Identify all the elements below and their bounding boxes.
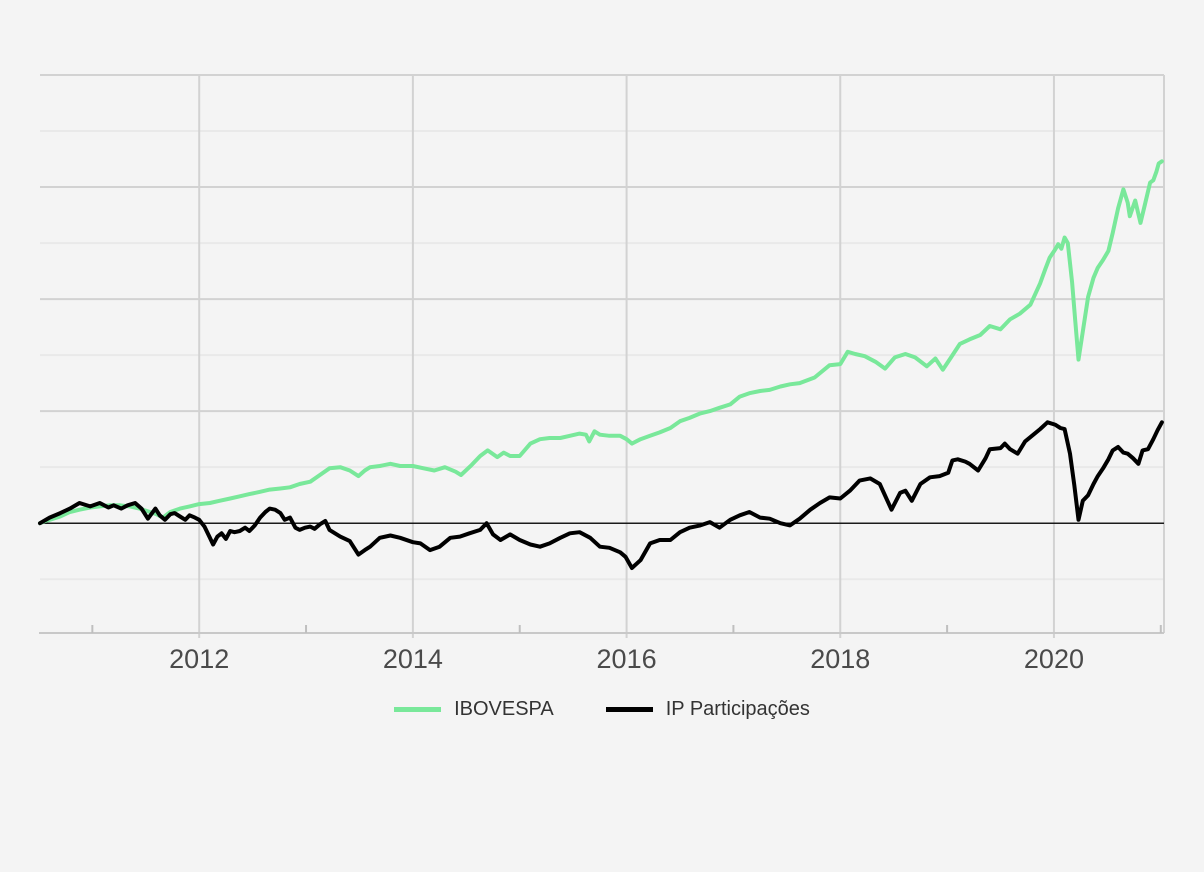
- ip-participacoes-line-swatch-icon: [605, 707, 653, 712]
- series-line-ip-participa-es: [38, 420, 1164, 570]
- x-axis-tick-label: 2016: [597, 644, 657, 674]
- ibovespa-line-swatch-icon: [394, 707, 442, 712]
- chart-legend: IBOVESPA IP Participações: [0, 698, 1204, 721]
- series-line-ibovespa: [38, 159, 1164, 526]
- legend-item-ibovespa: IBOVESPA: [394, 698, 554, 721]
- x-axis-tick-label: 2018: [810, 644, 870, 674]
- legend-label-ip-participacoes: IP Participações: [665, 698, 810, 720]
- x-axis-tick-label: 2012: [169, 644, 229, 674]
- x-axis-tick-label: 2014: [383, 644, 443, 674]
- legend-label-ibovespa: IBOVESPA: [454, 698, 554, 720]
- legend-item-ip-participacoes: IP Participações: [605, 698, 810, 721]
- x-axis-tick-label: 2020: [1024, 644, 1084, 674]
